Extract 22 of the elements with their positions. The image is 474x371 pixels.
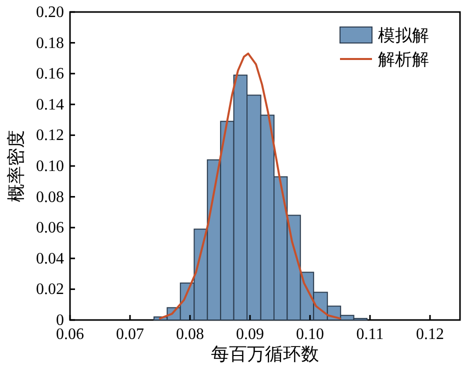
x-tick-label: 0.10 (296, 326, 324, 343)
y-tick-label: 0.12 (36, 127, 64, 144)
y-tick-label: 0.02 (36, 281, 64, 298)
y-tick-label: 0.20 (36, 4, 64, 21)
y-tick-label: 0.16 (36, 66, 64, 83)
x-tick-label: 0.12 (416, 326, 444, 343)
x-tick-label: 0.08 (176, 326, 204, 343)
y-tick-label: 0.06 (36, 220, 64, 237)
x-tick-label: 0.09 (236, 326, 264, 343)
y-tick-label: 0.14 (36, 96, 64, 114)
y-axis-title: 概率密度 (6, 130, 26, 202)
x-tick-label: 0.06 (56, 326, 84, 343)
y-tick-label: 0 (56, 312, 64, 329)
y-tick-label: 0.04 (36, 250, 64, 268)
legend-label: 模拟解 (378, 26, 429, 45)
legend-label: 解析解 (378, 50, 429, 69)
y-tick-label: 0.08 (36, 188, 64, 206)
x-tick-label: 0.11 (356, 326, 384, 343)
x-tick-label: 0.07 (116, 326, 144, 343)
y-tick-label: 0.18 (36, 34, 64, 52)
y-tick-label: 0.10 (36, 158, 64, 175)
x-axis-title: 每百万循环数 (211, 344, 319, 364)
